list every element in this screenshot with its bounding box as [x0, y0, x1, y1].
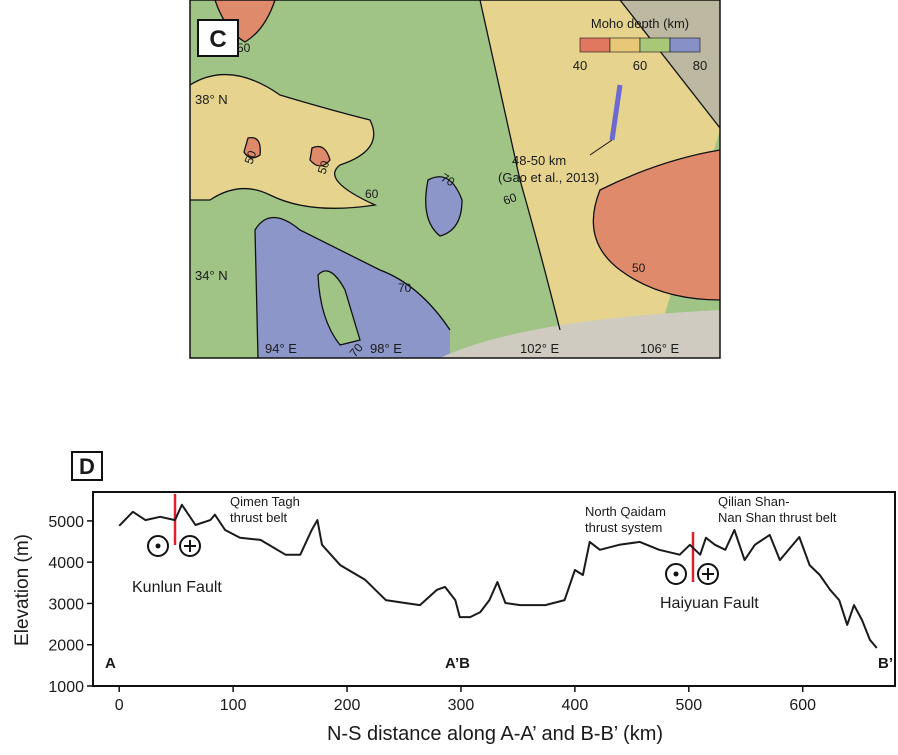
- panel-label: D: [79, 454, 95, 479]
- x-tick-label: 100: [220, 697, 247, 714]
- legend-tick: 40: [573, 58, 587, 73]
- annotation: Haiyuan Fault: [660, 595, 759, 612]
- contour-label: 70: [398, 281, 412, 295]
- annotation: Kunlun Fault: [132, 579, 222, 596]
- fault-dot: [156, 544, 161, 549]
- section-label: A: [105, 655, 116, 672]
- section-label: A’B: [445, 655, 470, 672]
- y-tick-label: 2000: [48, 638, 84, 655]
- map-panel: C Moho depth (km) 40 60 80 38° N 34° N 9…: [190, 0, 720, 360]
- legend-title: Moho depth (km): [591, 16, 689, 31]
- contour-label: 50: [632, 261, 646, 275]
- x-tick-label: 200: [334, 697, 361, 714]
- contour-label: 60: [365, 187, 379, 201]
- x-axis-label: N-S distance along A-A’ and B-B’ (km): [327, 723, 663, 745]
- x-tick-label: 500: [675, 697, 702, 714]
- lon-label: 94° E: [265, 341, 297, 356]
- lat-label: 38° N: [195, 92, 228, 107]
- y-tick-label: 5000: [48, 514, 84, 531]
- lon-label: 102° E: [520, 341, 560, 356]
- y-tick-label: 1000: [48, 679, 84, 696]
- x-tick-label: 400: [562, 697, 589, 714]
- figure: C Moho depth (km) 40 60 80 38° N 34° N 9…: [0, 0, 898, 750]
- profile-chart: D Elevation (m) N-S distance along A-A’ …: [12, 452, 895, 745]
- legend-swatch: [640, 38, 670, 52]
- annotation: Qimen Tagh: [230, 494, 300, 509]
- y-axis-label: Elevation (m): [12, 534, 33, 646]
- annotation: thrust system: [585, 520, 662, 535]
- section-label: B’: [878, 655, 893, 672]
- y-tick-label: 3000: [48, 596, 84, 613]
- lat-label: 34° N: [195, 268, 228, 283]
- lon-label: 98° E: [370, 341, 402, 356]
- annotation: Nan Shan thrust belt: [718, 510, 837, 525]
- legend-tick: 80: [693, 58, 707, 73]
- elevation-line: [119, 505, 877, 648]
- y-tick-label: 4000: [48, 555, 84, 572]
- legend-swatch: [580, 38, 610, 52]
- annotation: thrust belt: [230, 510, 287, 525]
- contour-label: 50: [237, 41, 251, 55]
- legend-swatch: [670, 38, 700, 52]
- map-annotation: (Gao et al., 2013): [498, 170, 599, 185]
- x-tick-label: 600: [789, 697, 816, 714]
- x-tick-label: 0: [115, 697, 124, 714]
- fault-dot: [674, 572, 679, 577]
- x-tick-label: 300: [448, 697, 475, 714]
- annotation: North Qaidam: [585, 504, 666, 519]
- legend-swatch: [610, 38, 640, 52]
- annotation: Qilian Shan-: [718, 494, 790, 509]
- map-annotation: 48-50 km: [512, 153, 566, 168]
- legend-tick: 60: [633, 58, 647, 73]
- panel-label: C: [209, 26, 226, 53]
- lon-label: 106° E: [640, 341, 680, 356]
